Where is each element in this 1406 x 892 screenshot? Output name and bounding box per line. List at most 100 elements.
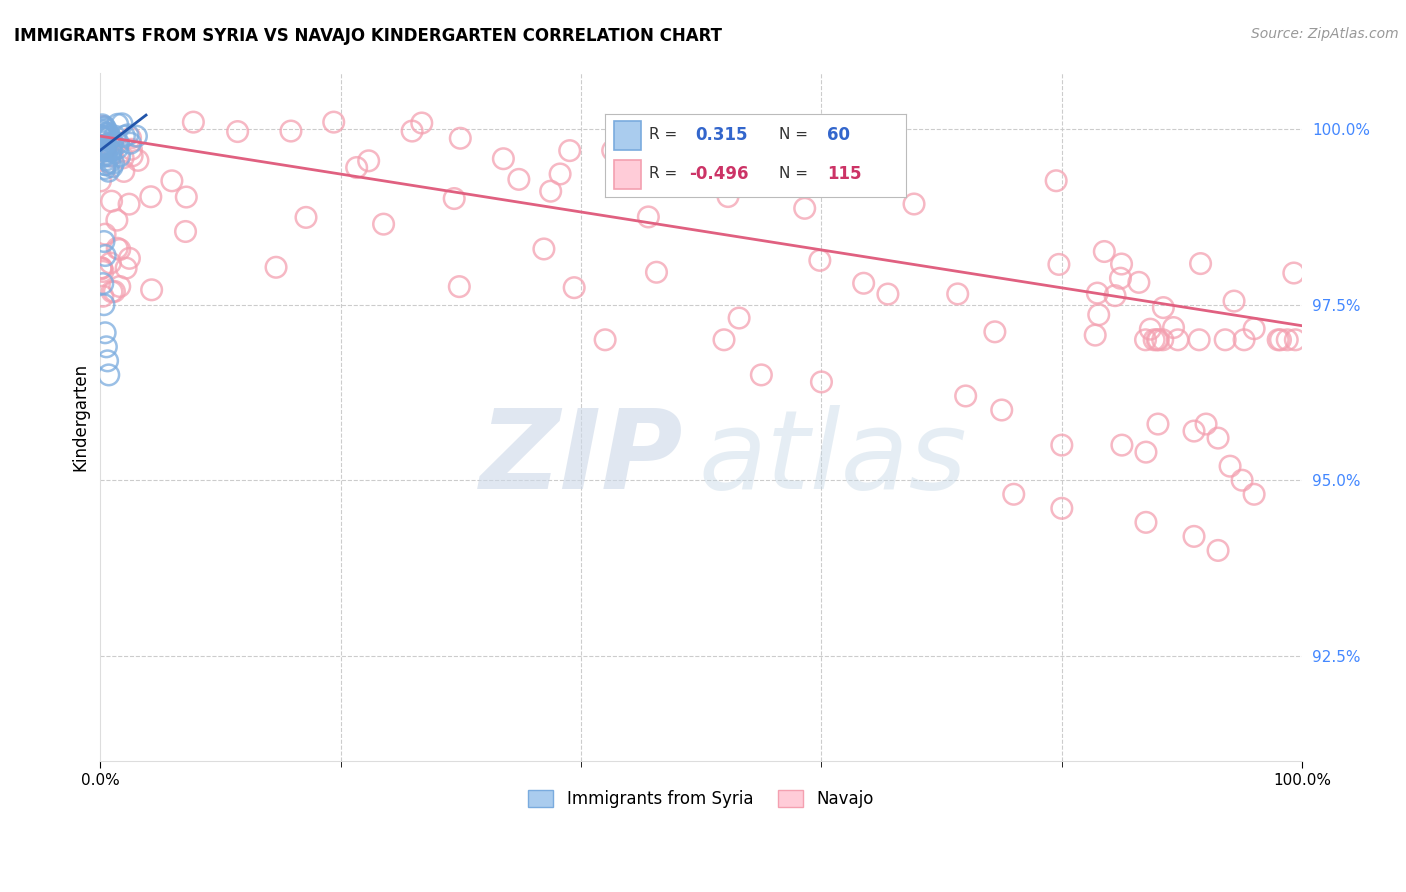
Point [94, 144, 117, 158]
Point [612, 159, 634, 173]
Point [94, 144, 117, 158]
Point [93, 149, 115, 163]
Point [96, 153, 118, 167]
Point [96, 126, 118, 140]
Point [1050, 501, 1073, 516]
Point [96, 340, 118, 354]
Point [357, 153, 380, 168]
Point [264, 260, 287, 275]
Point [125, 129, 148, 144]
Point [1143, 333, 1166, 347]
Point [808, 253, 831, 268]
Point [101, 285, 124, 299]
Text: IMMIGRANTS FROM SYRIA VS NAVAJO KINDERGARTEN CORRELATION CHART: IMMIGRANTS FROM SYRIA VS NAVAJO KINDERGA… [14, 27, 723, 45]
Point [1128, 276, 1150, 290]
Point [562, 281, 585, 295]
Point [280, 124, 302, 138]
Point [94, 248, 117, 262]
Point [91, 264, 114, 278]
Point [1243, 487, 1265, 501]
Point [93, 235, 115, 249]
Point [174, 225, 197, 239]
Point [1002, 487, 1025, 501]
Point [226, 124, 249, 138]
Point [1188, 333, 1211, 347]
Point [120, 142, 142, 156]
Point [1047, 257, 1070, 271]
Point [1284, 333, 1306, 347]
Point [548, 167, 571, 181]
Point [984, 325, 1007, 339]
Point [90, 261, 112, 276]
Point [100, 144, 122, 158]
Point [645, 265, 668, 279]
Point [1109, 271, 1132, 285]
Point [1182, 529, 1205, 543]
Point [1085, 286, 1108, 301]
Point [1182, 424, 1205, 438]
Point [1147, 333, 1170, 347]
Point [990, 403, 1012, 417]
Point [120, 136, 142, 151]
Point [787, 140, 810, 154]
Point [90, 260, 112, 275]
Point [139, 190, 162, 204]
Point [101, 136, 124, 151]
Point [100, 194, 122, 209]
Point [91, 289, 114, 303]
Point [98, 155, 121, 169]
Point [91, 125, 114, 139]
Point [100, 144, 122, 158]
Point [97, 354, 120, 368]
Point [1111, 257, 1133, 271]
Point [602, 144, 624, 158]
Point [946, 287, 969, 301]
Point [98, 149, 121, 163]
Point [492, 152, 515, 166]
Point [449, 279, 471, 293]
Point [1223, 294, 1246, 309]
Point [1087, 308, 1109, 322]
Point [160, 174, 183, 188]
Point [93, 120, 115, 134]
Point [1104, 288, 1126, 302]
Point [91, 140, 114, 154]
Point [713, 333, 735, 347]
Point [1167, 333, 1189, 347]
Point [1050, 438, 1073, 452]
Point [373, 217, 395, 231]
Point [98, 129, 121, 144]
Point [692, 170, 714, 185]
Point [97, 368, 120, 382]
Point [108, 279, 131, 293]
Point [1230, 473, 1253, 487]
Point [1135, 516, 1157, 530]
Point [443, 192, 465, 206]
Point [411, 116, 433, 130]
Text: atlas: atlas [699, 405, 967, 512]
Point [112, 164, 135, 178]
Point [1139, 322, 1161, 336]
Point [540, 184, 562, 198]
Point [90, 123, 112, 137]
Point [728, 311, 751, 326]
Point [105, 241, 128, 255]
Point [295, 211, 318, 225]
Point [1152, 333, 1174, 347]
Point [117, 128, 139, 142]
Point [141, 283, 163, 297]
Point [103, 285, 125, 299]
Point [91, 130, 114, 145]
Point [1045, 174, 1067, 188]
Point [903, 197, 925, 211]
Point [1147, 417, 1170, 431]
Point [94, 148, 117, 162]
Point [100, 256, 122, 270]
Point [401, 124, 423, 138]
Point [877, 287, 900, 301]
Point [97, 142, 120, 156]
Point [90, 138, 112, 153]
Point [93, 138, 115, 153]
Point [1219, 459, 1241, 474]
Point [121, 149, 143, 163]
